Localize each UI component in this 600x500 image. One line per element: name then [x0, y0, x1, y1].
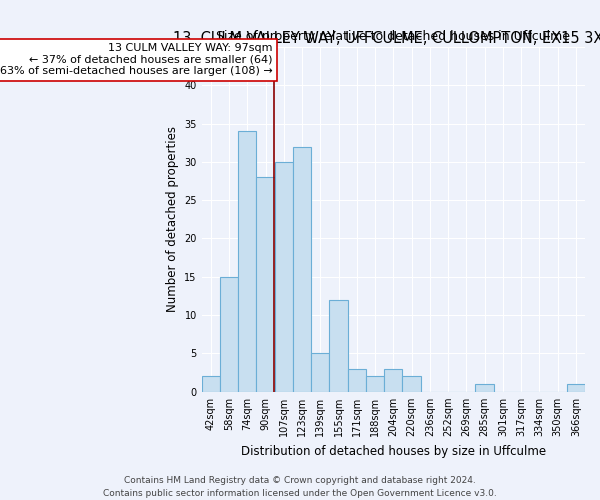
Y-axis label: Number of detached properties: Number of detached properties: [166, 126, 179, 312]
Title: 13, CULM VALLEY WAY, UFFCULME, CULLOMPTON, EX15 3XZ: 13, CULM VALLEY WAY, UFFCULME, CULLOMPTO…: [173, 30, 600, 46]
Bar: [384, 369, 403, 392]
Bar: [366, 376, 384, 392]
Bar: [311, 354, 329, 392]
Text: Size of property relative to detached houses in Uffculme: Size of property relative to detached ho…: [217, 30, 571, 44]
Bar: [329, 300, 347, 392]
Bar: [202, 376, 220, 392]
Bar: [275, 162, 293, 392]
Bar: [220, 277, 238, 392]
Bar: [567, 384, 585, 392]
Bar: [256, 177, 275, 392]
Text: 13 CULM VALLEY WAY: 97sqm
← 37% of detached houses are smaller (64)
63% of semi-: 13 CULM VALLEY WAY: 97sqm ← 37% of detac…: [0, 43, 272, 76]
Bar: [293, 146, 311, 392]
X-axis label: Distribution of detached houses by size in Uffculme: Distribution of detached houses by size …: [241, 444, 546, 458]
Bar: [475, 384, 494, 392]
Bar: [347, 369, 366, 392]
Bar: [238, 131, 256, 392]
Bar: [403, 376, 421, 392]
Text: Contains HM Land Registry data © Crown copyright and database right 2024.
Contai: Contains HM Land Registry data © Crown c…: [103, 476, 497, 498]
